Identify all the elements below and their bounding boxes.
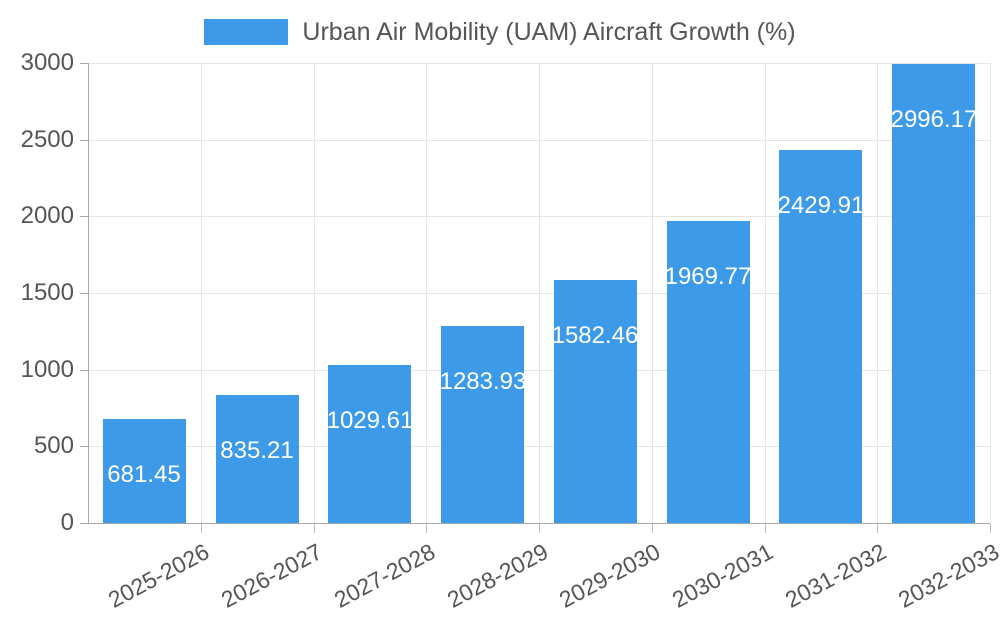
y-axis-tick-mark (80, 446, 88, 448)
bar[interactable] (667, 221, 750, 523)
y-axis-tick-mark (80, 139, 88, 141)
y-axis-tick-label: 2500 (20, 125, 74, 153)
gridline-vertical (877, 63, 878, 523)
gridline-vertical (539, 63, 540, 523)
gridline-vertical (314, 63, 315, 523)
plot-area: 681.45 835.21 1029.61 1283.93 1582.46 1969.77… (88, 63, 991, 524)
x-axis-tick-mark (990, 524, 991, 533)
y-axis-tick-label: 0 (60, 509, 74, 536)
legend-label[interactable]: Urban Air Mobility (UAM) Aircraft Growth… (302, 17, 796, 46)
bar-chart: Urban Air Mobility (UAM) Aircraft Growth… (0, 10, 1000, 613)
x-axis-tick-mark (765, 524, 766, 533)
y-axis-tick-label: 2000 (20, 202, 74, 230)
gridline-vertical (426, 63, 427, 523)
chart-legend: Urban Air Mobility (UAM) Aircraft Growth… (0, 10, 1000, 54)
bar[interactable] (216, 395, 299, 523)
y-axis-tick-mark (80, 63, 88, 64)
x-axis-tick-mark (314, 524, 315, 533)
y-axis-tick-mark (80, 523, 88, 524)
x-axis-tick-mark (426, 524, 427, 533)
x-axis-tick-mark (201, 524, 202, 533)
x-axis-tick-mark (539, 524, 540, 533)
legend-color-swatch[interactable] (204, 19, 289, 45)
y-axis-line (88, 63, 89, 524)
y-axis-tick-mark (80, 216, 88, 218)
y-axis-tick-mark (80, 369, 88, 371)
x-axis-tick-mark (652, 524, 653, 533)
y-axis-tick-mark (80, 293, 88, 294)
gridline-vertical (765, 63, 766, 523)
y-axis-tick-label: 3000 (20, 49, 74, 76)
bar[interactable] (779, 150, 862, 523)
x-axis-tick-mark (877, 524, 878, 533)
gridline-vertical (652, 63, 653, 523)
bar[interactable] (441, 326, 524, 523)
y-axis-tick-label: 1000 (20, 355, 74, 383)
y-axis-tick-label: 1500 (20, 279, 74, 306)
bar[interactable] (554, 280, 637, 523)
bar[interactable] (328, 365, 411, 523)
gridline-vertical (201, 63, 202, 523)
gridline-vertical (990, 63, 991, 523)
y-axis-tick-label: 500 (33, 432, 74, 460)
x-axis-line (88, 523, 990, 524)
bar[interactable] (103, 419, 186, 523)
bar[interactable] (892, 64, 975, 523)
